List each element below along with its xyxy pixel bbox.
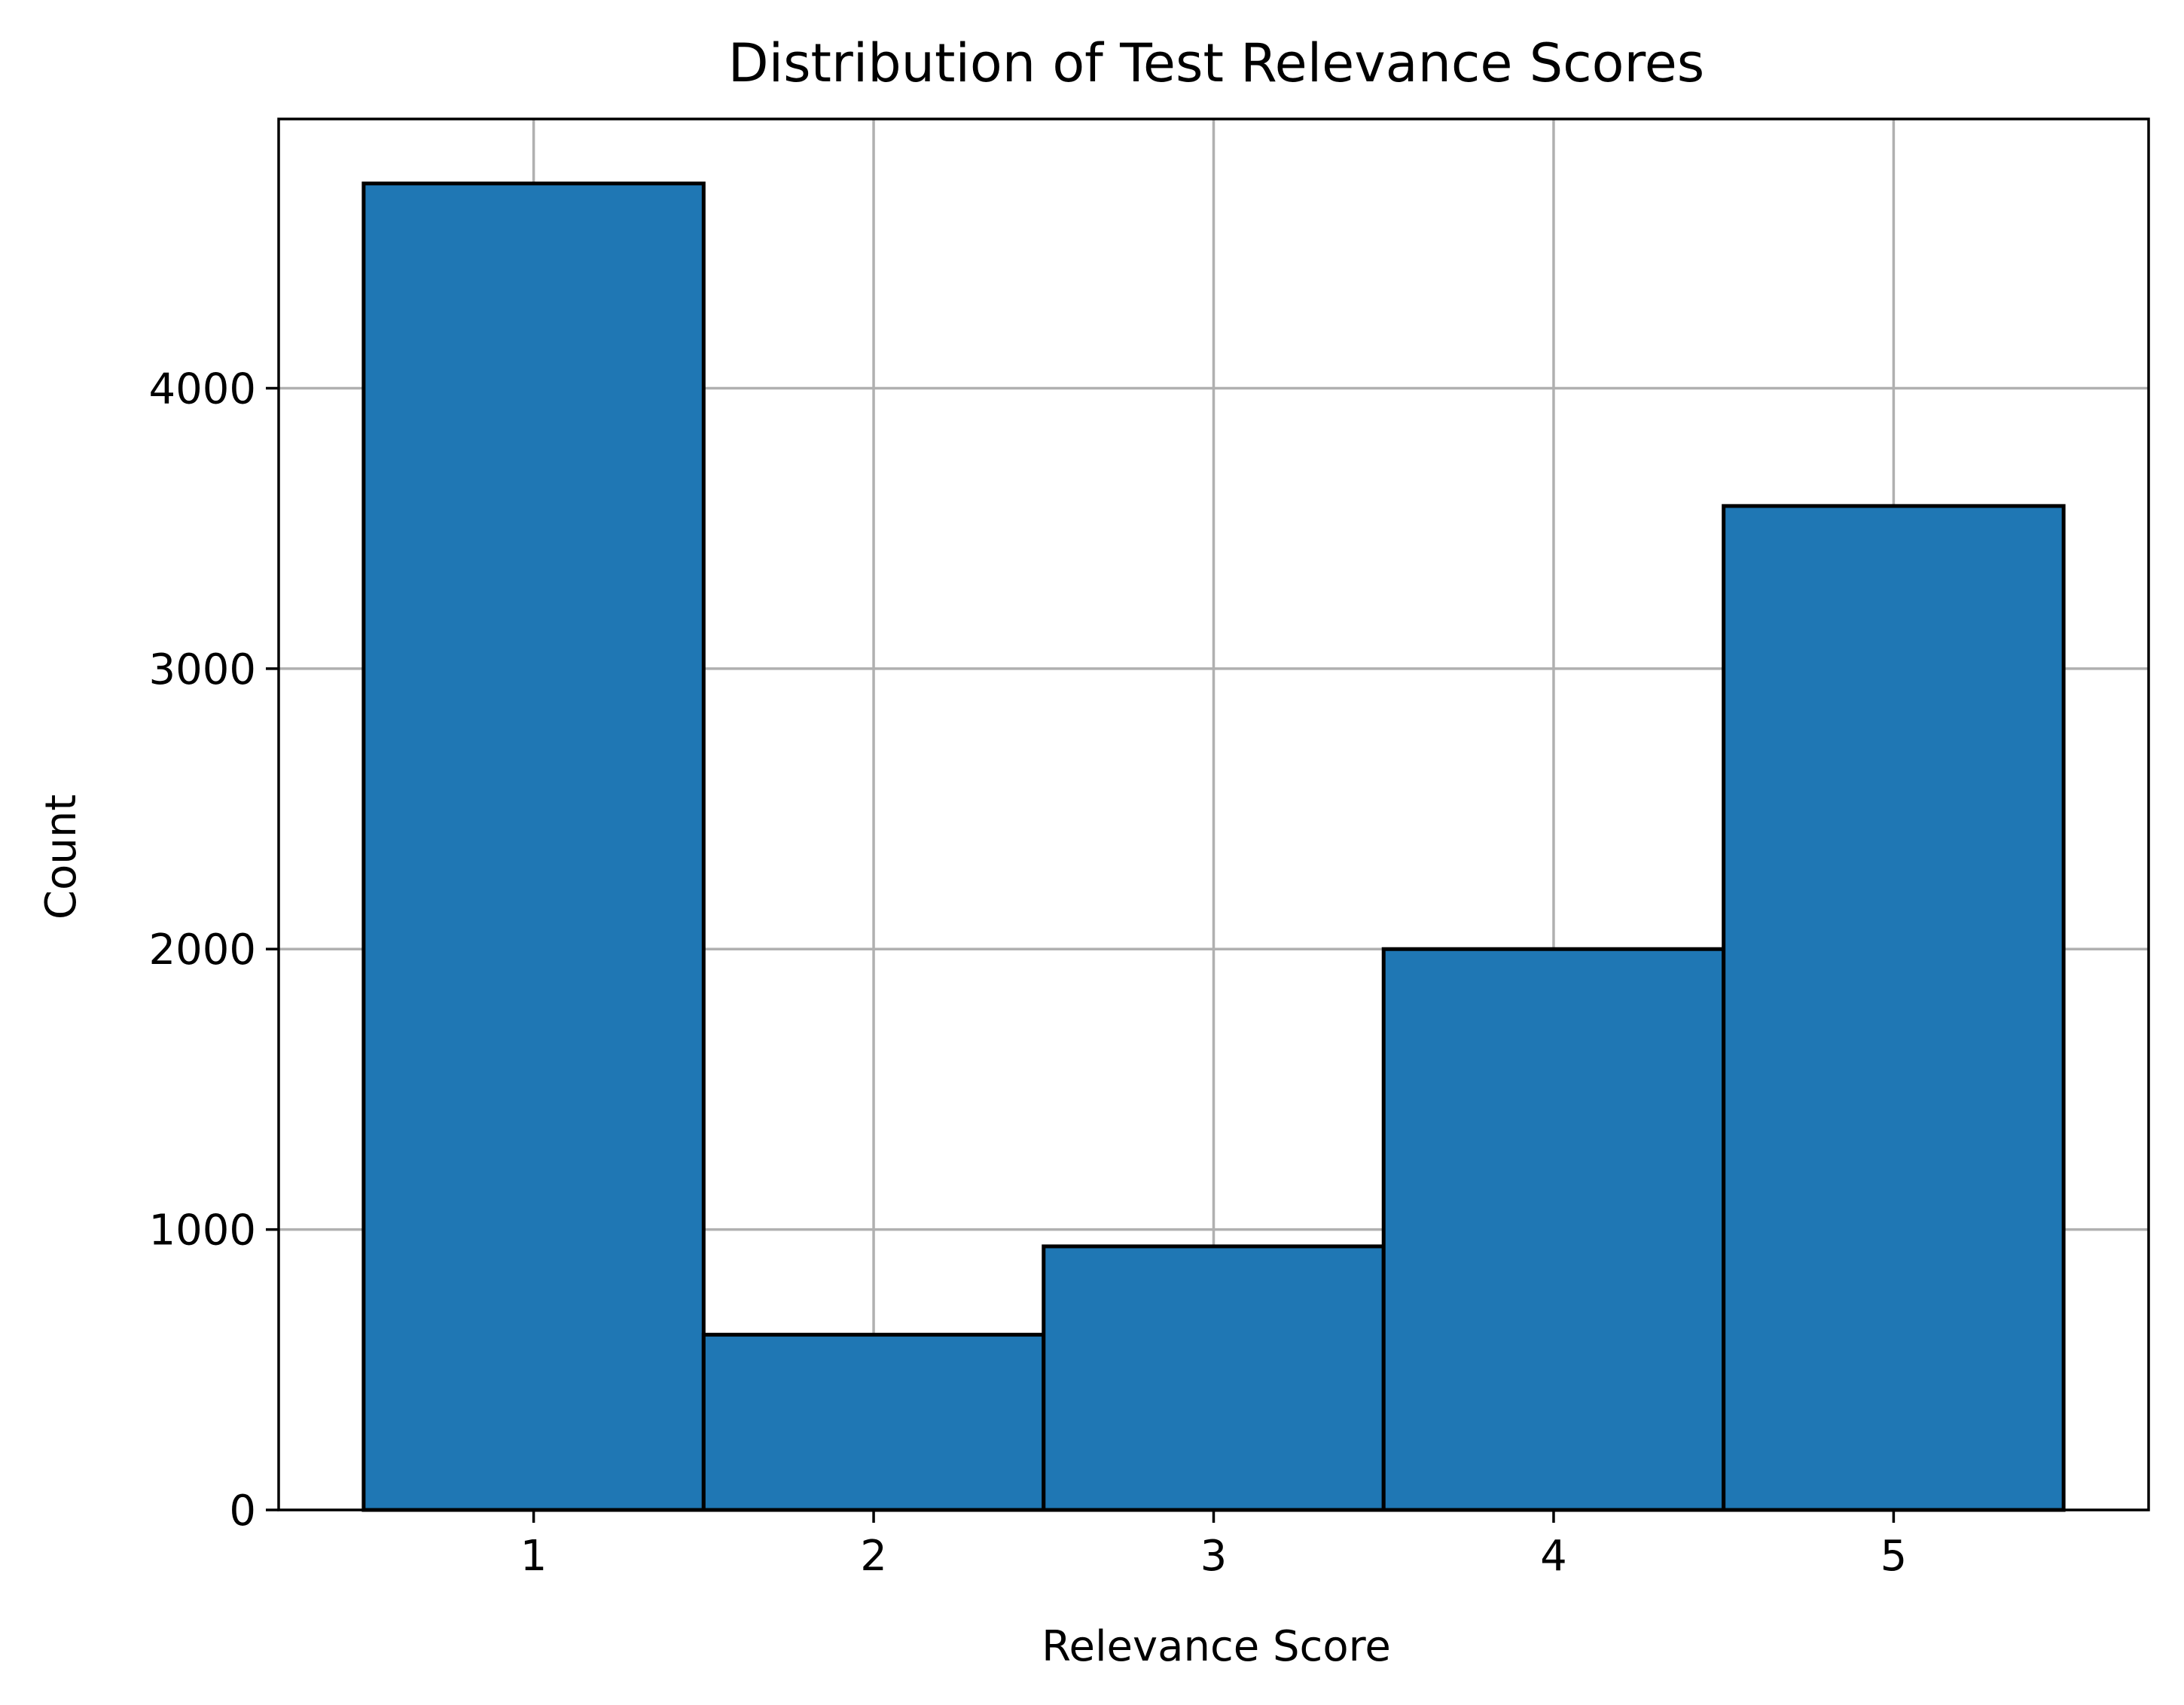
y-tick-label: 3000 — [148, 645, 256, 694]
y-axis-label: Count — [37, 795, 86, 920]
y-tick-label: 0 — [229, 1487, 256, 1536]
bar-3 — [1042, 1244, 1386, 1512]
x-axis-ticks: 1 2 3 4 5 — [520, 1510, 1907, 1581]
bar-2 — [701, 1332, 1046, 1512]
y-axis-ticks: 0 1000 2000 3000 4000 — [148, 364, 279, 1536]
x-tick-label: 3 — [1200, 1532, 1228, 1581]
x-tick-label: 4 — [1540, 1532, 1567, 1581]
bar-1 — [361, 181, 706, 1512]
x-axis-label: Relevance Score — [1042, 1622, 1391, 1671]
y-tick-label: 4000 — [148, 364, 256, 413]
bar-4 — [1381, 947, 1726, 1512]
chart-title: Distribution of Test Relevance Scores — [728, 32, 1705, 94]
bar-5 — [1722, 504, 2066, 1512]
y-tick-label: 1000 — [148, 1206, 256, 1255]
x-tick-label: 5 — [1880, 1532, 1908, 1581]
y-tick-label: 2000 — [148, 926, 256, 975]
x-tick-label: 1 — [520, 1532, 548, 1581]
x-tick-label: 2 — [860, 1532, 887, 1581]
bars — [361, 181, 2066, 1512]
